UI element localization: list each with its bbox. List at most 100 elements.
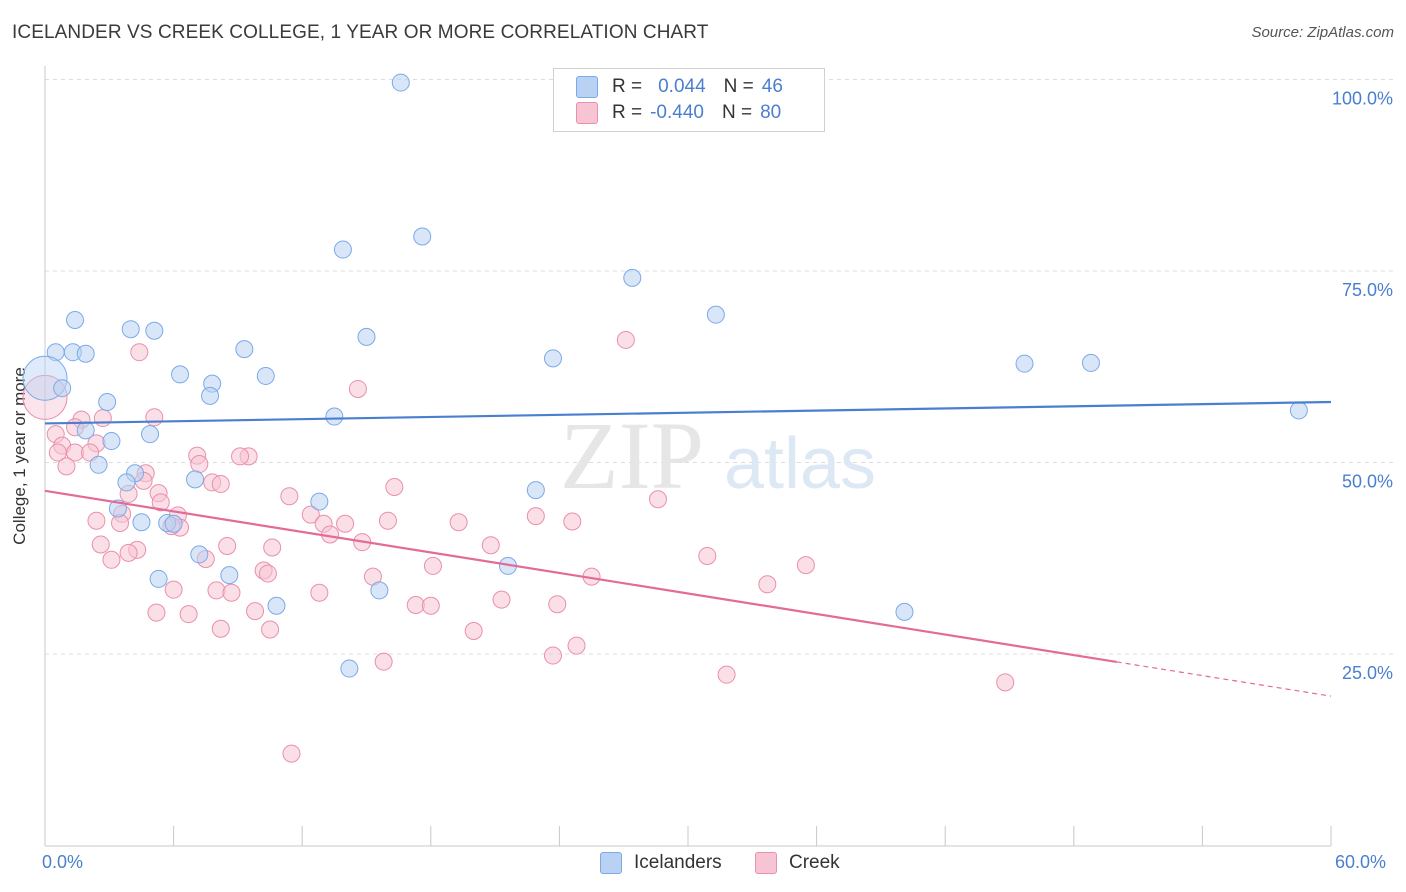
creek-point	[717, 665, 736, 684]
icelanders-point	[186, 470, 205, 489]
icelanders-point	[117, 473, 136, 492]
icelanders-point	[333, 240, 352, 259]
icelanders-point	[325, 407, 344, 426]
axes	[44, 66, 1332, 847]
icelanders-trend-line	[44, 400, 1332, 425]
icelanders-point	[89, 455, 108, 474]
r-value-icelanders: 0.044	[658, 76, 706, 97]
creek-point	[796, 556, 815, 575]
data-points	[22, 73, 1308, 763]
creek-point	[616, 330, 635, 349]
creek-point	[145, 408, 164, 427]
icelanders-point	[190, 545, 209, 564]
icelanders-point	[413, 227, 432, 246]
r-value-creek: -0.440	[650, 102, 704, 123]
creek-trend-line	[44, 489, 1117, 664]
creek-point	[246, 602, 265, 621]
legend-item-icelanders[interactable]: Icelanders	[600, 852, 722, 874]
icelanders-point	[526, 481, 545, 500]
watermark-zip: ZIP	[560, 402, 704, 509]
icelanders-point	[543, 349, 562, 368]
trend-lines	[44, 400, 1332, 697]
creek-point	[119, 543, 138, 562]
creek-trend-extension	[1116, 661, 1332, 697]
creek-swatch	[576, 102, 598, 124]
creek-point	[563, 512, 582, 531]
creek-point	[543, 646, 562, 665]
creek-point	[282, 744, 301, 763]
creek-point	[758, 575, 777, 594]
series-legend: Icelanders Creek	[0, 852, 1406, 876]
icelanders-point	[235, 340, 254, 359]
icelanders-point	[121, 320, 140, 339]
icelanders-point	[370, 581, 389, 600]
icelanders-point	[340, 659, 359, 678]
icelanders-point	[53, 379, 72, 398]
n-label: N =	[723, 76, 754, 97]
creek-point	[310, 583, 329, 602]
creek-point	[378, 511, 397, 530]
creek-point	[280, 487, 299, 506]
legend-row-icelanders: R = 0.044 N = 46	[576, 74, 783, 100]
icelanders-point	[201, 386, 220, 405]
icelanders-point	[267, 596, 286, 615]
icelanders-point	[171, 365, 190, 384]
creek-point	[263, 538, 282, 557]
creek-legend-label: Creek	[789, 852, 840, 873]
creek-point	[421, 596, 440, 615]
creek-point	[207, 581, 226, 600]
creek-point	[164, 580, 183, 599]
correlation-legend: R = 0.044 N = 46 R = -0.440 N = 80	[553, 68, 825, 132]
creek-point	[87, 511, 106, 530]
creek-point	[996, 673, 1015, 692]
r-label: R =	[612, 76, 643, 97]
y-tick-label: 50.0%	[1342, 472, 1393, 492]
legend-row-creek: R = -0.440 N = 80	[576, 100, 781, 126]
creek-point	[423, 556, 442, 575]
creek-point	[258, 564, 277, 583]
creek-point	[385, 478, 404, 497]
creek-point	[222, 583, 241, 602]
icelanders-point	[623, 268, 642, 287]
creek-point	[81, 443, 100, 462]
creek-point	[648, 490, 667, 509]
icelanders-legend-swatch	[600, 852, 622, 874]
creek-point	[93, 409, 112, 428]
icelanders-point	[149, 569, 168, 588]
creek-point	[147, 603, 166, 622]
creek-point	[211, 474, 230, 493]
creek-point	[698, 546, 717, 565]
creek-point	[567, 636, 586, 655]
legend-item-creek[interactable]: Creek	[755, 852, 840, 874]
creek-point	[190, 455, 209, 474]
y-tick-label: 75.0%	[1342, 280, 1393, 300]
icelanders-point	[256, 366, 275, 385]
icelanders-legend-label: Icelanders	[634, 852, 722, 873]
icelanders-point	[141, 425, 160, 444]
creek-point	[406, 595, 425, 614]
creek-point	[348, 379, 367, 398]
creek-point	[151, 493, 170, 512]
y-tick-label: 25.0%	[1342, 663, 1393, 683]
n-value-icelanders: 46	[761, 76, 783, 97]
creek-point	[261, 620, 280, 639]
creek-point	[548, 595, 567, 614]
creek-point	[526, 507, 545, 526]
creek-point	[130, 343, 149, 362]
icelanders-point	[164, 514, 183, 533]
icelanders-point	[310, 492, 329, 511]
icelanders-point	[46, 343, 65, 362]
icelanders-point	[706, 305, 725, 324]
icelanders-point	[132, 513, 151, 532]
icelanders-point	[145, 321, 164, 340]
icelanders-point	[220, 566, 239, 585]
icelanders-point	[1015, 354, 1034, 373]
icelanders-point	[76, 421, 95, 440]
x-tick-max: 60.0%	[1335, 852, 1387, 872]
x-tick-min: 0.0%	[42, 852, 84, 872]
icelanders-point	[1081, 353, 1100, 372]
creek-point	[492, 590, 511, 609]
icelanders-point	[66, 311, 85, 330]
watermark: ZIP atlas	[560, 402, 876, 509]
